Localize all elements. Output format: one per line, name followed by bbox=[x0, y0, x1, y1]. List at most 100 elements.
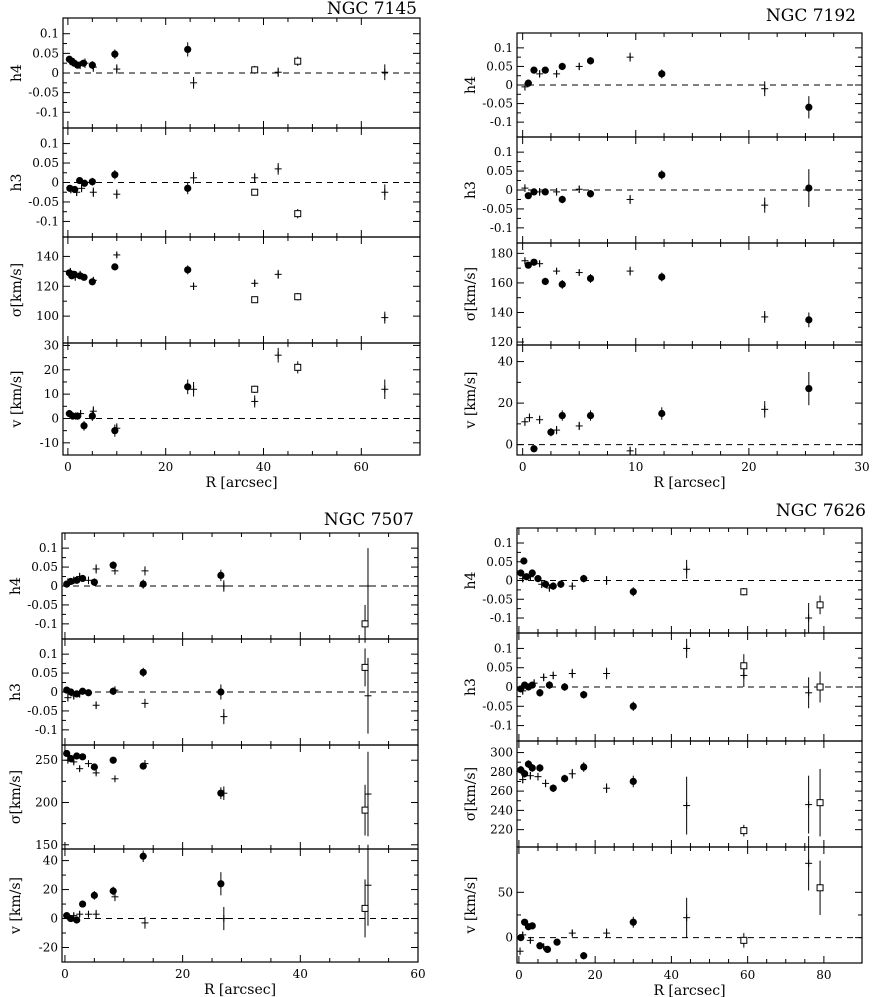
data-point-filled-circle bbox=[73, 916, 81, 924]
panel-v: 0 20 40 0 10 20 30 v [km/s] bbox=[463, 344, 870, 474]
data-point-cross bbox=[76, 765, 84, 773]
marker-filled-circle bbox=[217, 688, 225, 696]
marker-filled-circle bbox=[73, 916, 81, 924]
data-point-cross bbox=[626, 446, 634, 455]
y-tick-label: 0 bbox=[50, 912, 58, 926]
panel-h3: -0.1 -0.05 0 0.05 0.1 h3 bbox=[463, 136, 863, 244]
data-point-cross bbox=[553, 188, 561, 196]
data-point-cross bbox=[190, 282, 198, 290]
data-point-cross bbox=[71, 273, 79, 281]
marker-filled-circle bbox=[67, 688, 75, 696]
data-point-cross bbox=[519, 775, 527, 784]
data-point-filled-circle bbox=[109, 561, 117, 569]
data-point-filled-circle bbox=[70, 270, 78, 278]
y-axis-title: h4 bbox=[463, 76, 479, 94]
marker-filled-circle bbox=[658, 171, 666, 179]
y-tick-label: 30 bbox=[44, 338, 59, 352]
data-point-cross bbox=[536, 70, 544, 78]
data-point-cross bbox=[64, 693, 72, 702]
panel-frame bbox=[516, 527, 863, 634]
data-point-cross bbox=[575, 62, 583, 71]
marker-open-square bbox=[251, 296, 259, 304]
data-point-filled-circle bbox=[520, 557, 528, 565]
y-tick-label: 0.05 bbox=[31, 666, 58, 680]
data-point-cross bbox=[113, 251, 121, 259]
y-tick-label: 120 bbox=[36, 279, 59, 293]
data-point-cross bbox=[274, 269, 282, 279]
data-point-filled-circle bbox=[586, 274, 595, 283]
data-point-filled-circle bbox=[80, 273, 88, 281]
data-point-cross bbox=[603, 928, 611, 938]
data-point-open-square bbox=[740, 933, 748, 948]
y-tick-label: -0.05 bbox=[482, 97, 513, 111]
marker-open-square bbox=[816, 799, 824, 807]
panel-sigma: 150 200 250 σ[km/s] bbox=[8, 744, 419, 852]
panel-frame bbox=[62, 342, 421, 456]
data-point-cross bbox=[84, 910, 92, 918]
data-point-filled-circle bbox=[90, 578, 98, 586]
data-point-cross bbox=[64, 913, 72, 921]
y-tick-label: 20 bbox=[44, 363, 59, 377]
marker-filled-circle bbox=[558, 280, 566, 288]
marker-filled-circle bbox=[184, 266, 192, 274]
marker-filled-circle bbox=[80, 422, 88, 430]
data-point-cross bbox=[113, 189, 121, 199]
data-point-cross bbox=[67, 411, 75, 419]
data-point-filled-circle bbox=[541, 277, 549, 286]
data-point-open-square bbox=[361, 604, 369, 643]
data-point-filled-circle bbox=[63, 749, 71, 758]
y-tick-label: 40 bbox=[43, 854, 58, 868]
y-tick-label: 0.05 bbox=[31, 560, 58, 574]
marker-filled-circle bbox=[805, 316, 813, 324]
marker-filled-circle bbox=[536, 942, 544, 950]
data-point-cross bbox=[519, 687, 527, 695]
marker-filled-circle bbox=[88, 61, 96, 69]
marker-filled-circle bbox=[629, 918, 637, 926]
data-point-open-square bbox=[740, 654, 748, 678]
data-point-cross bbox=[76, 61, 84, 70]
data-point-cross bbox=[540, 673, 548, 682]
y-tick-label: 0 bbox=[505, 183, 513, 197]
marker-filled-circle bbox=[524, 261, 532, 269]
data-point-filled-circle bbox=[184, 42, 192, 57]
marker-filled-circle bbox=[586, 190, 595, 198]
y-tick-label: 0.05 bbox=[32, 46, 59, 60]
data-point-filled-circle bbox=[558, 279, 566, 289]
marker-filled-circle bbox=[528, 681, 536, 689]
marker-filled-circle bbox=[524, 192, 532, 200]
y-tick-label: 0.1 bbox=[494, 536, 513, 550]
y-tick-label: 0.1 bbox=[494, 41, 513, 55]
data-point-cross bbox=[575, 421, 583, 431]
y-tick-label: 0.05 bbox=[486, 661, 513, 675]
marker-filled-circle bbox=[580, 952, 588, 960]
marker-filled-circle bbox=[805, 103, 813, 111]
data-point-cross bbox=[274, 347, 282, 363]
y-axis-title: σ[km/s] bbox=[463, 267, 479, 321]
data-point-cross bbox=[81, 58, 89, 68]
marker-filled-circle bbox=[549, 784, 557, 792]
marker-filled-circle bbox=[528, 569, 536, 577]
data-point-filled-circle bbox=[536, 688, 544, 697]
data-point-filled-circle bbox=[629, 701, 637, 711]
y-axis-title: v [km/s] bbox=[9, 371, 25, 429]
data-point-cross bbox=[76, 572, 84, 581]
data-point-cross bbox=[190, 76, 198, 89]
marker-filled-circle bbox=[545, 681, 554, 689]
x-tick-label: 60 bbox=[410, 967, 425, 981]
data-point-filled-circle bbox=[109, 756, 117, 764]
y-tick-label: 10 bbox=[44, 387, 59, 401]
data-point-filled-circle bbox=[534, 575, 542, 583]
marker-open-square bbox=[740, 827, 748, 835]
x-tick-label: 0 bbox=[515, 968, 523, 982]
marker-open-square bbox=[294, 293, 302, 301]
galaxy-title: NGC 7192 bbox=[766, 6, 856, 26]
data-point-cross bbox=[76, 270, 84, 278]
marker-filled-circle bbox=[63, 749, 71, 758]
data-point-filled-circle bbox=[78, 687, 87, 695]
y-tick-label: 0.1 bbox=[494, 145, 513, 159]
data-point-cross bbox=[92, 701, 100, 710]
data-point-cross bbox=[251, 395, 259, 408]
data-point-cross bbox=[761, 311, 769, 323]
data-point-filled-circle bbox=[88, 61, 96, 70]
